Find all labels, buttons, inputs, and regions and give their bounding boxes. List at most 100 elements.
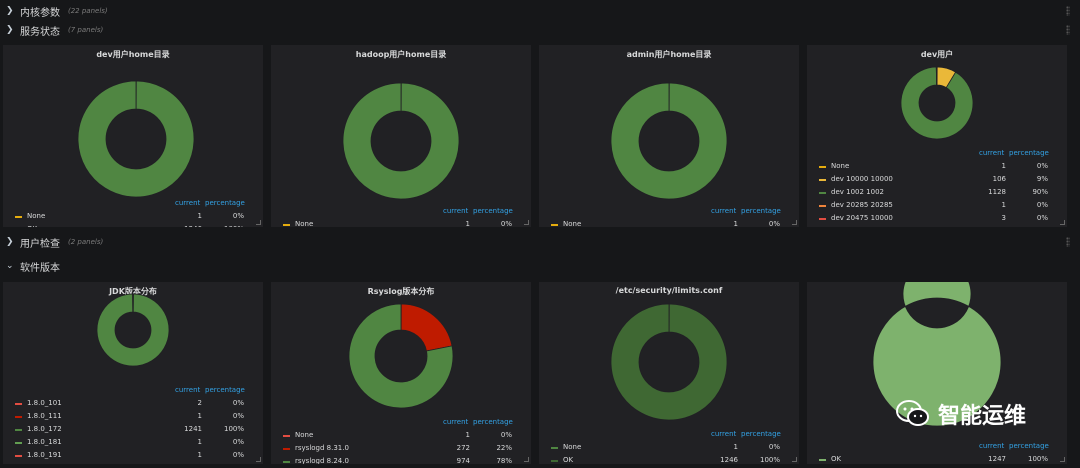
- panel-title[interactable]: dev用户home目录: [96, 50, 170, 59]
- donut-slice[interactable]: [900, 66, 974, 140]
- legend-current-value: 1: [197, 412, 202, 420]
- legend-item[interactable]: 1.8.0_191 1 0%: [15, 451, 251, 463]
- legend-current-value: 1246: [720, 456, 738, 464]
- panel-admin-home[interactable]: admin用户home目录currentpercentageNone10%OK1…: [539, 45, 799, 227]
- legend-item[interactable]: dev 20475 10000 3 0%: [819, 214, 1055, 226]
- panel-title[interactable]: /etc/security/limits.conf: [615, 286, 723, 295]
- donut-slice[interactable]: [77, 80, 195, 198]
- legend-percentage-value: 0%: [232, 412, 244, 420]
- watermark: 智能运维: [896, 398, 1026, 430]
- panel-title[interactable]: JDK版本分布: [109, 287, 157, 296]
- legend-header-percentage[interactable]: percentage: [1009, 149, 1049, 157]
- donut-slice[interactable]: [610, 303, 728, 421]
- donut-slice[interactable]: [342, 82, 460, 200]
- legend-swatch: [15, 429, 22, 431]
- drag-handle-icon[interactable]: [1066, 237, 1070, 247]
- row-panel-count: (7 panels): [68, 26, 104, 34]
- panel-limits-conf[interactable]: /etc/security/limits.conf current percenta…: [539, 282, 799, 464]
- legend-swatch: [551, 447, 558, 449]
- panel-title[interactable]: hadoop用户home目录: [355, 50, 447, 59]
- legend-header-current[interactable]: current: [979, 149, 1005, 157]
- donut-slice[interactable]: [96, 293, 170, 367]
- legend-header-percentage[interactable]: percentage: [473, 207, 513, 215]
- legend-header-percentage[interactable]: percentage: [205, 199, 245, 207]
- drag-handle-icon[interactable]: [1066, 6, 1070, 16]
- legend-item[interactable]: dev 20285 20285 1 0%: [819, 201, 1055, 213]
- panel-jdk-versions[interactable]: JDK版本分布 current percentage 1.8.0_101 2 0% 1.8.…: [3, 282, 263, 464]
- resize-handle-icon[interactable]: [256, 220, 261, 225]
- legend-header-percentage[interactable]: percentage: [473, 418, 513, 426]
- legend-header-current[interactable]: current: [175, 386, 201, 394]
- row-title: 内核参数: [20, 7, 60, 19]
- panel-writedisk[interactable]: writeDisk.shcurrentpercentageOK1247100%: [807, 282, 1067, 464]
- legend-series-name: None: [563, 220, 582, 227]
- legend-item[interactable]: OK 1247 100%: [819, 455, 1055, 464]
- donut-slice[interactable]: [400, 303, 453, 352]
- legend-swatch: [15, 403, 22, 405]
- legend-item[interactable]: 1.8.0_101 2 0%: [15, 399, 251, 411]
- drag-handle-icon[interactable]: [1066, 25, 1070, 35]
- legend-item[interactable]: 1.8.0_111 1 0%: [15, 412, 251, 424]
- legend-item[interactable]: rsyslogd 8.31.0 272 22%: [283, 444, 519, 456]
- legend-current-value: 1128: [988, 188, 1006, 196]
- legend-header-percentage[interactable]: percentage: [205, 386, 245, 394]
- legend-header-percentage[interactable]: percentage: [741, 430, 781, 438]
- row-kernel-params[interactable]: ❯ 内核参数 (22 panels): [0, 0, 1080, 22]
- legend-swatch: [819, 166, 826, 168]
- legend-swatch: [283, 448, 290, 450]
- legend-item[interactable]: 1.8.0_181 1 0%: [15, 438, 251, 450]
- legend-item[interactable]: None 1 0%: [551, 443, 787, 455]
- legend-item[interactable]: None 1 0%: [819, 162, 1055, 174]
- legend-item[interactable]: None 1 0%: [283, 431, 519, 443]
- legend-header-current[interactable]: current: [175, 199, 201, 207]
- resize-handle-icon[interactable]: [256, 457, 261, 462]
- panel-title[interactable]: admin用户home目录: [626, 50, 712, 59]
- chevron-right-icon: ❯: [6, 6, 14, 16]
- legend: current percentage None 1 0% rsyslogd 8.31.0 2…: [283, 418, 519, 464]
- resize-handle-icon[interactable]: [1060, 457, 1065, 462]
- legend: current percentage None 1 0% dev 10000 10000 1…: [819, 149, 1055, 227]
- panel-title[interactable]: dev用户: [920, 50, 954, 59]
- legend-item[interactable]: rsyslogd 8.24.0 974 78%: [283, 457, 519, 464]
- panel-dev-home[interactable]: dev用户home目录 current percentage None 1 0% OK 124…: [3, 45, 263, 227]
- panel-hadoop-home[interactable]: hadoop用户home目录currentpercentageNone10%OK…: [271, 45, 531, 227]
- resize-handle-icon[interactable]: [792, 457, 797, 462]
- panel-title[interactable]: Rsyslog版本分布: [367, 287, 435, 296]
- legend-item[interactable]: None 1 0%: [551, 220, 787, 227]
- legend-header-current[interactable]: current: [979, 442, 1005, 450]
- panel-rsyslog-versions[interactable]: Rsyslog版本分布 current percentage None 1 0% rsysl…: [271, 282, 531, 464]
- resize-handle-icon[interactable]: [792, 220, 797, 225]
- legend-item[interactable]: None 1 0%: [283, 220, 519, 227]
- donut-slice[interactable]: [936, 66, 938, 86]
- legend-header-current[interactable]: current: [443, 418, 469, 426]
- legend-current-value: 1: [733, 220, 738, 227]
- row-user-check[interactable]: ❯ 用户检查 (2 panels): [0, 231, 1080, 253]
- legend-item[interactable]: 1.8.0_172 1241 100%: [15, 425, 251, 437]
- donut-chart: [342, 82, 460, 200]
- legend-item[interactable]: None 1 0%: [15, 212, 251, 224]
- legend-item[interactable]: dev 1002 1002 1128 90%: [819, 188, 1055, 200]
- legend-header-current[interactable]: current: [443, 207, 469, 215]
- row-software-version[interactable]: ⌄ 软件版本: [0, 255, 1080, 277]
- legend-item[interactable]: dev 10000 10000 106 9%: [819, 175, 1055, 187]
- donut-slice[interactable]: [610, 82, 728, 200]
- panel-dev-user[interactable]: dev用户 current percentage None 1 0% dev 10000 1…: [807, 45, 1067, 227]
- legend-header-percentage[interactable]: percentage: [1009, 442, 1049, 450]
- legend-header-percentage[interactable]: percentage: [741, 207, 781, 215]
- donut-slice[interactable]: [872, 282, 1002, 427]
- donut-slice[interactable]: [348, 303, 454, 409]
- resize-handle-icon[interactable]: [524, 457, 529, 462]
- legend-series-name: None: [831, 162, 850, 170]
- resize-handle-icon[interactable]: [524, 220, 529, 225]
- row-service-status[interactable]: ❯ 服务状态 (7 panels): [0, 19, 1080, 41]
- legend-current-value: 1247: [988, 455, 1006, 463]
- legend-header-current[interactable]: current: [711, 207, 737, 215]
- legend-header-current[interactable]: current: [711, 430, 737, 438]
- legend-percentage-value: 100%: [204, 225, 244, 227]
- donut-chart: [900, 66, 974, 140]
- resize-handle-icon[interactable]: [1060, 220, 1065, 225]
